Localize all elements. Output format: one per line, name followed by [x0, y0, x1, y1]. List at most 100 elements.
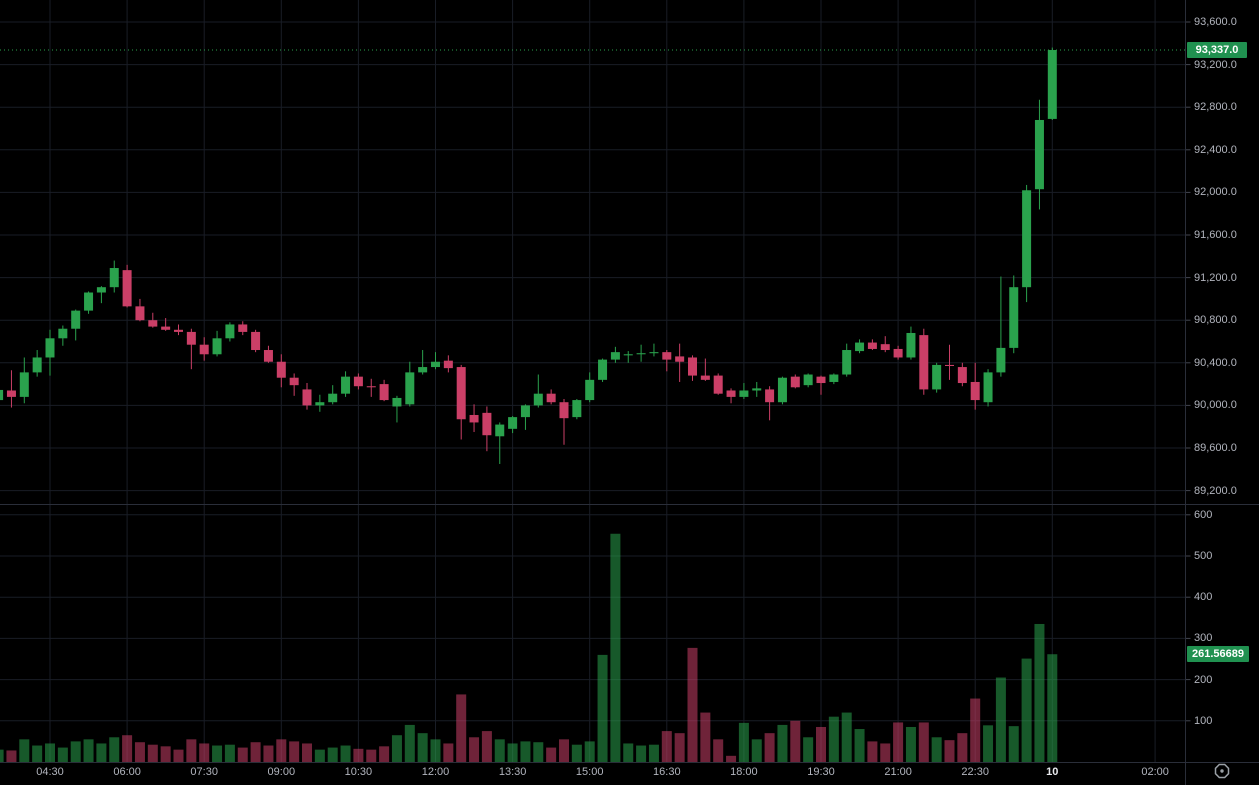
price-tick-label: 89,200.0	[1194, 484, 1237, 497]
candle-body	[623, 354, 633, 356]
candle-body	[238, 324, 248, 332]
candle-body	[932, 364, 942, 390]
candle-body	[957, 367, 967, 384]
candle-body	[456, 367, 466, 420]
volume-bar	[19, 739, 30, 762]
time-tick-label: 15:00	[575, 766, 604, 778]
candle-body	[970, 381, 980, 401]
price-tick-label: 89,600.0	[1194, 442, 1237, 454]
volume-bar	[0, 749, 4, 762]
volume-bar	[366, 749, 377, 762]
volume-bar	[687, 647, 698, 762]
volume-bar	[456, 694, 467, 762]
time-tick-label: 18:00	[730, 766, 758, 778]
volume-bar	[533, 742, 544, 762]
candle-body	[96, 287, 106, 293]
volume-bar	[1047, 654, 1058, 762]
candle-body	[649, 352, 659, 354]
candle-body	[161, 326, 171, 330]
volume-bar	[816, 726, 826, 762]
volume-bar	[738, 722, 749, 762]
volume-bar	[507, 743, 518, 762]
volume-bar	[764, 733, 775, 762]
octagon-clock-icon	[1214, 763, 1230, 779]
price-tick-label: 93,200.0	[1194, 58, 1237, 71]
candle-body	[983, 372, 993, 403]
candle-body	[58, 328, 68, 339]
candle-body	[559, 402, 569, 419]
volume-bar	[623, 743, 634, 762]
volume-bar	[289, 741, 300, 762]
candle-body	[366, 386, 376, 388]
candle-body	[945, 364, 954, 366]
volume-bar	[70, 741, 81, 762]
volume-bar	[918, 722, 929, 762]
candle-body	[341, 376, 351, 394]
candle-body	[122, 270, 132, 307]
time-tick-label: 12:00	[421, 766, 450, 778]
candle-body	[880, 344, 890, 351]
time-tick-label: 02:00	[1141, 766, 1169, 778]
volume-bars-layer	[0, 533, 1058, 762]
volume-bar	[327, 747, 338, 762]
volume-bar	[314, 749, 325, 762]
candle-body	[1022, 190, 1032, 288]
volume-bar	[944, 740, 955, 762]
volume-bar	[353, 748, 364, 762]
volume-bar	[854, 729, 865, 762]
candle-body	[0, 389, 4, 401]
candle-body	[199, 344, 209, 355]
candle-body	[790, 376, 800, 388]
candle-body	[431, 361, 440, 368]
volume-bar	[751, 739, 762, 762]
candle-body	[1034, 119, 1044, 190]
volume-bar	[212, 745, 223, 762]
volume-bar	[302, 743, 312, 762]
time-tick-label: 16:30	[653, 766, 681, 778]
timezone-clock-button[interactable]	[1210, 760, 1234, 782]
volume-tick-label: 200	[1194, 673, 1213, 686]
candle-body	[6, 390, 16, 397]
candle-body	[186, 331, 196, 345]
volume-bar	[430, 739, 441, 762]
candle-body	[765, 389, 775, 403]
volume-bar	[828, 716, 839, 762]
volume-bar	[147, 744, 158, 762]
volume-bar	[134, 742, 145, 762]
candle-body	[610, 352, 620, 360]
volume-bar	[546, 747, 557, 762]
candle-body	[739, 390, 749, 397]
candle-body	[893, 348, 903, 358]
last-volume-badge: 261.56689	[1187, 646, 1249, 663]
volume-bar	[443, 743, 454, 762]
volume-bar	[83, 739, 94, 762]
volume-bar	[160, 746, 171, 762]
volume-bar	[713, 739, 724, 762]
grid-layer	[0, 0, 1191, 762]
volume-bar	[995, 677, 1006, 762]
candle-body	[662, 352, 672, 360]
candle-body	[392, 397, 402, 407]
volume-bar	[597, 654, 608, 762]
candle-body	[71, 310, 81, 329]
candle-body	[135, 306, 145, 321]
volume-bar	[893, 722, 904, 762]
candle-body	[212, 338, 222, 355]
candle-body	[418, 367, 428, 373]
volume-bar	[276, 739, 287, 762]
candle-body	[585, 379, 595, 401]
volume-bar	[661, 731, 672, 762]
candle-body	[174, 329, 183, 332]
candle-body	[700, 375, 710, 380]
candle-body	[572, 400, 582, 418]
time-tick-label: 07:30	[190, 766, 218, 778]
volume-bar	[726, 755, 737, 762]
time-tick-label: 19:30	[807, 766, 835, 778]
candle-body	[495, 424, 505, 437]
candle-body	[675, 356, 685, 362]
volume-bar	[199, 743, 210, 762]
volume-bar	[931, 737, 942, 762]
volume-bar	[57, 747, 68, 762]
